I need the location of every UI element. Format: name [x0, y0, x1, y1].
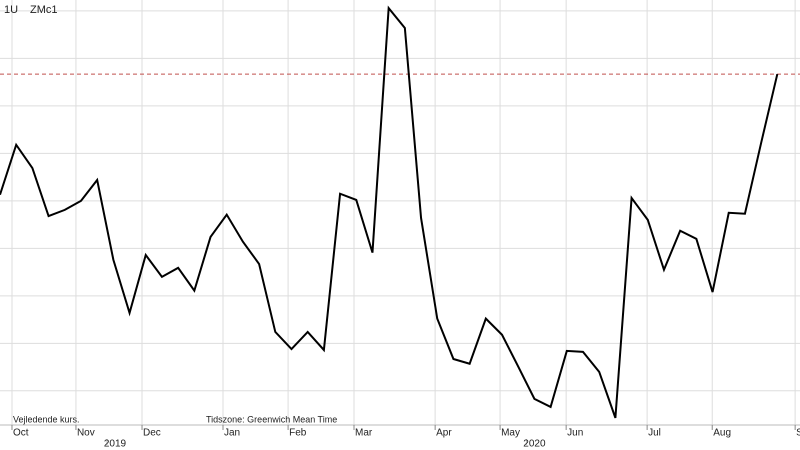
plot	[0, 5, 800, 419]
x-tick-label: Feb	[289, 428, 307, 439]
year-label: 2019	[104, 439, 127, 450]
x-tick-label: Nov	[77, 428, 95, 439]
timezone: Tidszone: Greenwich Mean Time	[206, 414, 337, 424]
grid	[0, 0, 800, 425]
x-tick-label: Jan	[224, 428, 240, 439]
x-tick-label: May	[501, 428, 520, 439]
year-label: 2020	[523, 439, 546, 450]
x-tick-label: Jul	[648, 428, 661, 439]
symbol: ZMc1	[30, 4, 58, 16]
x-tick-label: Jun	[567, 428, 583, 439]
x-tick-label: Aug	[713, 428, 731, 439]
x-tick-label: Mar	[355, 428, 373, 439]
x-tick-label: Oct	[13, 428, 29, 439]
x-tick-label: S	[796, 428, 800, 439]
ticker: 1U	[4, 4, 18, 16]
x-tick-label: Apr	[436, 428, 452, 439]
footnote: Vejledende kurs.	[13, 414, 80, 424]
price-line	[0, 5, 779, 419]
x-tick-label: Dec	[143, 428, 161, 439]
